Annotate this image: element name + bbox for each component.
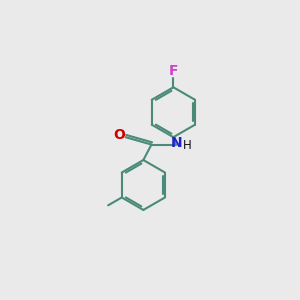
Text: N: N	[171, 136, 183, 150]
Text: F: F	[169, 64, 178, 78]
Text: H: H	[183, 139, 192, 152]
Text: O: O	[113, 128, 125, 142]
